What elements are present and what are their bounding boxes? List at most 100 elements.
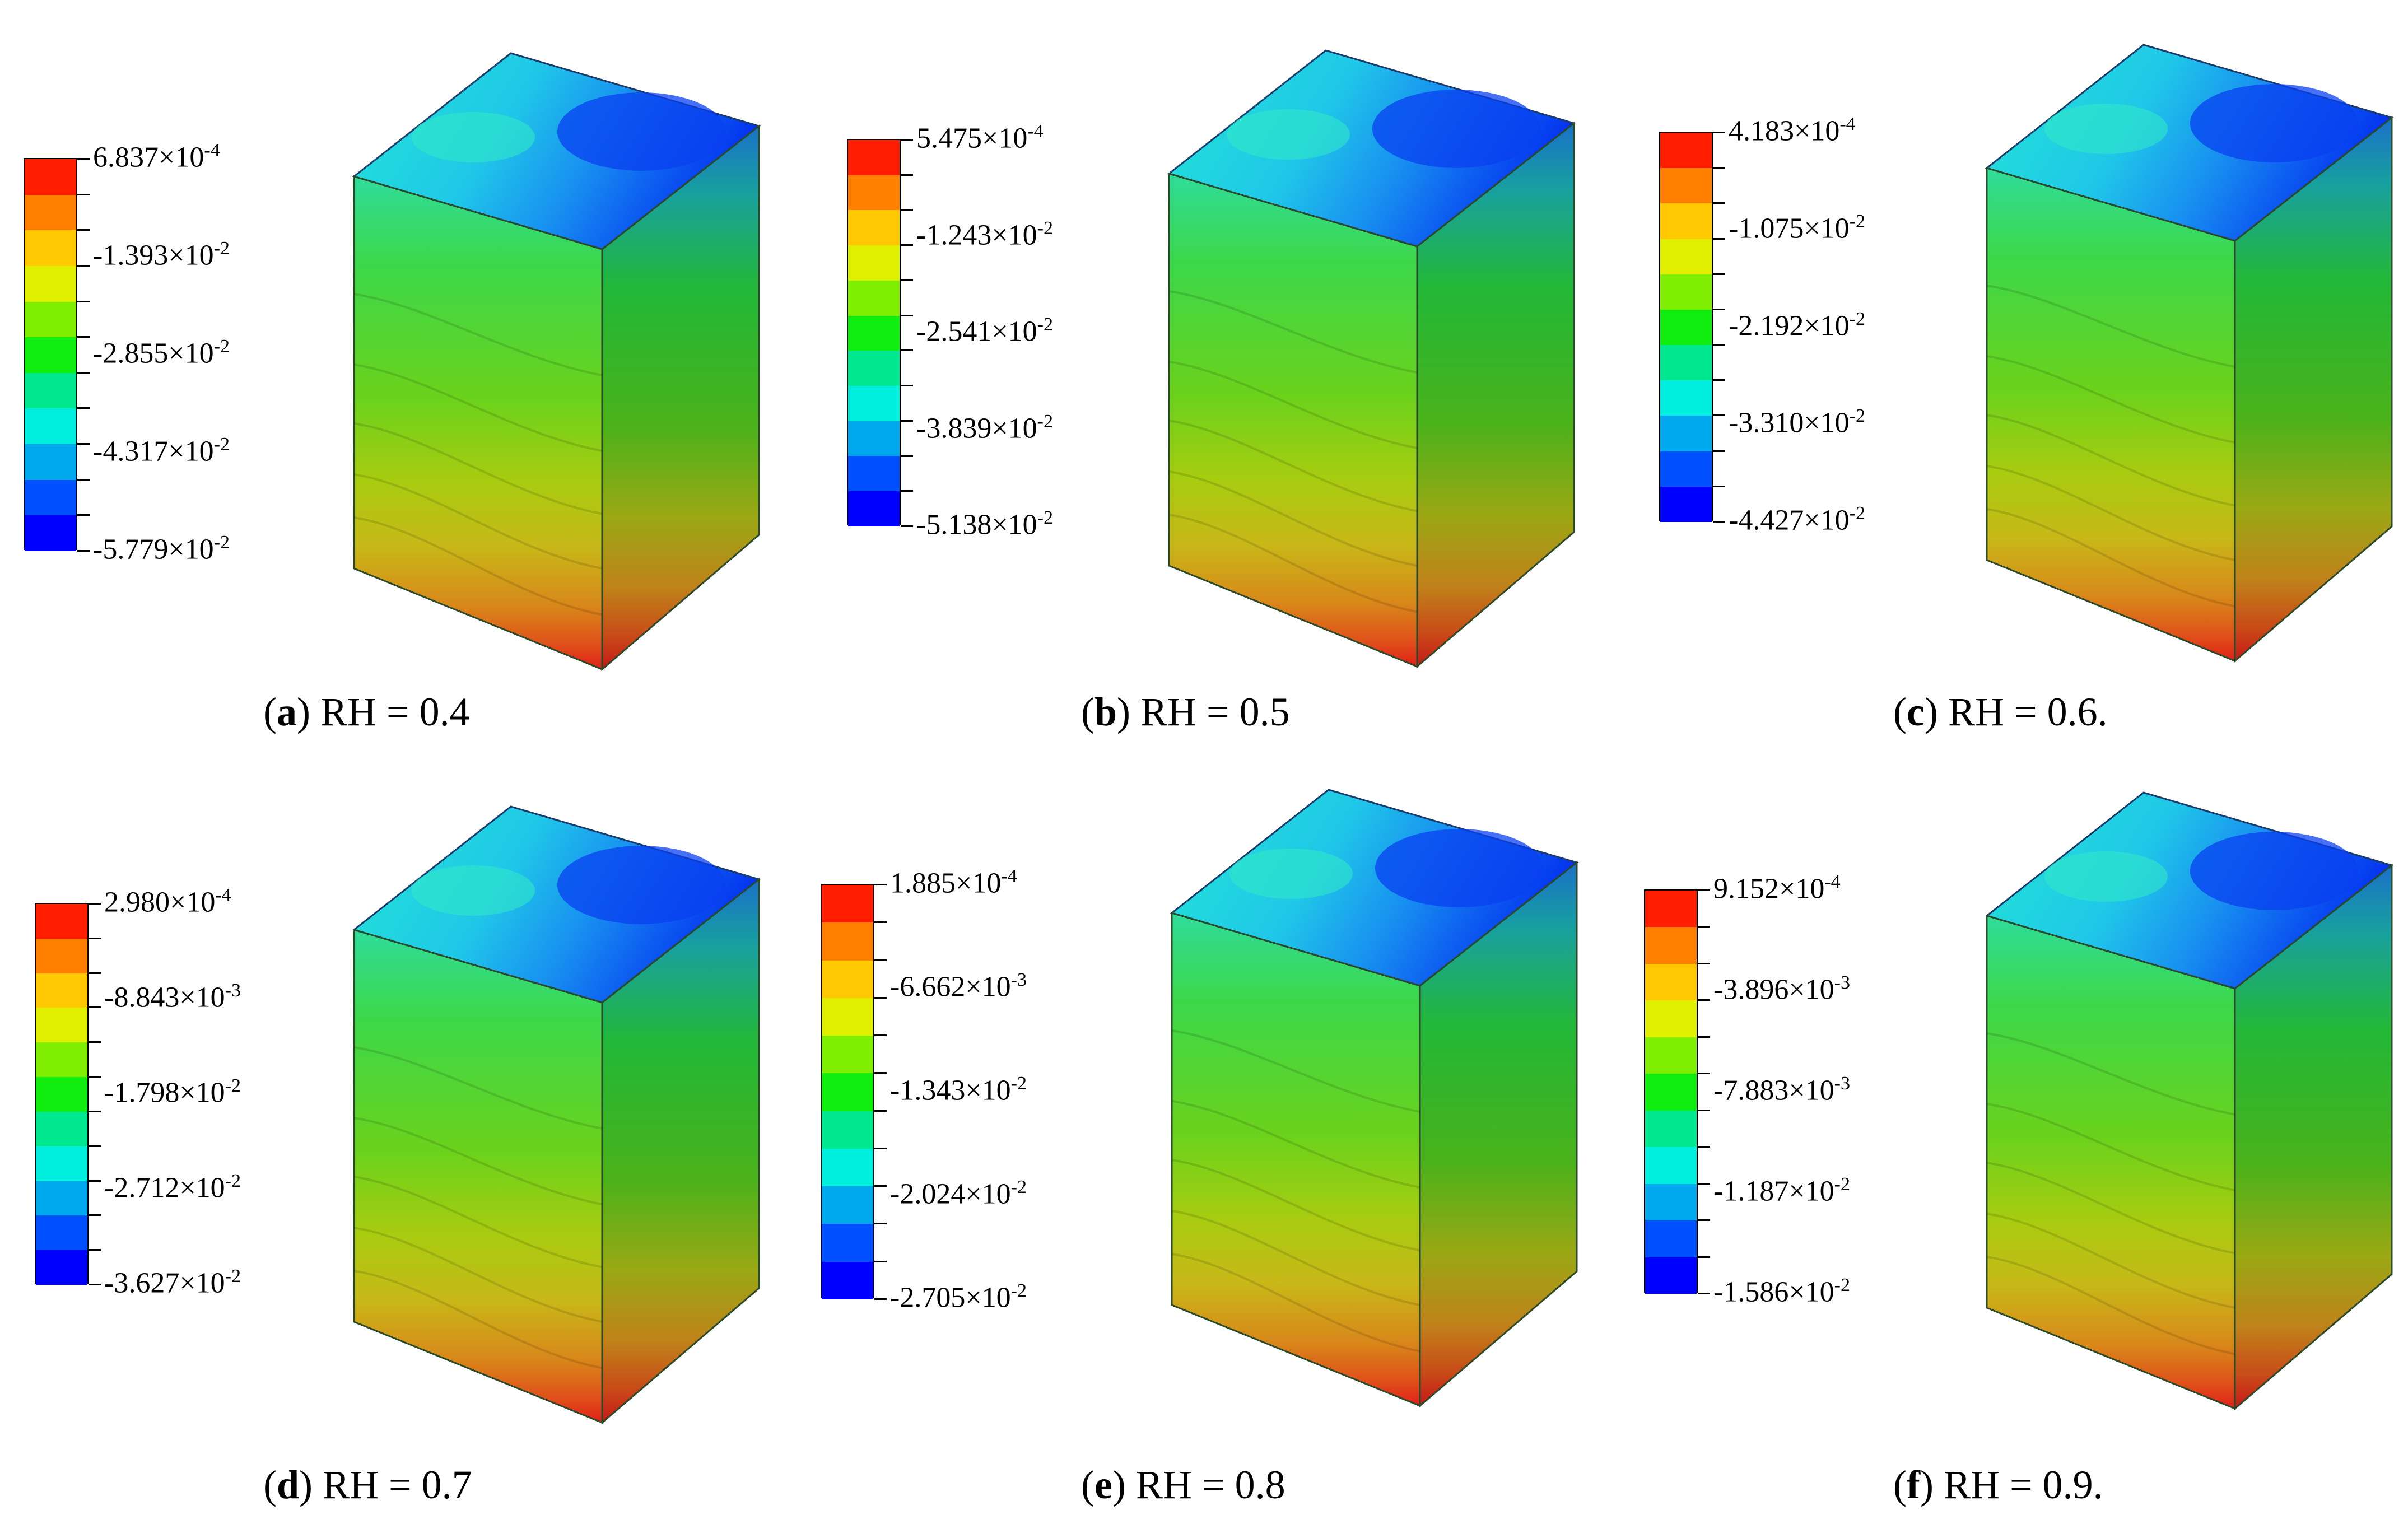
tick-exponent: -4 xyxy=(215,885,231,906)
color-bar xyxy=(821,884,874,1299)
panel-caption: (f) RH = 0.9. xyxy=(1893,1462,2103,1508)
legend-tick-label: -1.187×10-2 xyxy=(1713,1175,1850,1206)
caption-paren: ( xyxy=(1081,1462,1094,1507)
times-ten: ×10 xyxy=(1788,973,1834,1006)
contour-line xyxy=(353,1046,603,1130)
tick-mantissa: -5.779 xyxy=(93,533,169,566)
color-band xyxy=(1645,963,1697,1001)
contour-line xyxy=(1168,290,1418,374)
contour-cube xyxy=(1960,770,2397,1431)
contour-line xyxy=(353,1117,603,1205)
contour-patch xyxy=(2044,851,2168,902)
legend-tick xyxy=(1713,308,1725,310)
tick-exponent: -2 xyxy=(213,238,230,259)
legend-tick xyxy=(1713,202,1725,204)
color-band xyxy=(1660,168,1712,204)
tick-exponent: -4 xyxy=(1839,114,1856,134)
color-band xyxy=(1645,1000,1697,1037)
tick-exponent: -2 xyxy=(1849,211,1865,232)
legend-tick xyxy=(89,1214,101,1217)
cube-front-face xyxy=(1986,914,2236,1410)
times-ten: ×10 xyxy=(1804,309,1850,342)
legend-tick xyxy=(901,525,913,527)
color-band xyxy=(822,1073,873,1111)
color-bar xyxy=(24,158,77,551)
caption-paren: ( xyxy=(1893,689,1907,734)
legend-tick-label: 5.475×10-4 xyxy=(916,122,1044,153)
contour-cube xyxy=(1143,28,1580,689)
color-band xyxy=(822,885,873,923)
cube-front-face xyxy=(1168,172,1418,668)
legend-tick-label: -1.798×10-2 xyxy=(104,1076,241,1107)
tick-mantissa: -2.712 xyxy=(104,1172,180,1204)
legend-tick xyxy=(901,420,913,422)
panel-caption: (a) RH = 0.4 xyxy=(263,689,470,735)
tick-mantissa: -3.839 xyxy=(916,412,992,444)
legend-tick xyxy=(1713,132,1725,133)
contour-line xyxy=(1986,414,2235,507)
color-band xyxy=(25,265,76,302)
cube-side-face xyxy=(601,124,760,672)
color-band xyxy=(1645,891,1697,928)
color-band xyxy=(25,479,76,516)
tick-exponent: -3 xyxy=(1834,972,1850,993)
color-band xyxy=(848,210,900,246)
color-band xyxy=(822,922,873,961)
tick-exponent: -4 xyxy=(204,140,220,161)
legend-tick xyxy=(874,1110,887,1112)
tick-exponent: -2 xyxy=(1037,411,1053,432)
contour-line xyxy=(1171,1210,1420,1306)
legend-tick xyxy=(77,158,90,160)
caption-text: RH = 0.5 xyxy=(1130,689,1290,734)
legend-tick xyxy=(1713,273,1725,275)
color-legend: 2.980×10-4 -8.843×10-3 -1.798×10-2 -2.712×1… xyxy=(35,886,427,1306)
color-legend: 6.837×10-4 -1.393×10-2 -2.855×10-2 -4.317×1… xyxy=(24,141,416,572)
color-band xyxy=(822,1186,873,1224)
color-band xyxy=(1645,1183,1697,1221)
tick-mantissa: -3.310 xyxy=(1729,407,1804,439)
contour-patch xyxy=(2190,84,2358,162)
contour-patch xyxy=(557,92,725,171)
contour-line xyxy=(1986,1103,2235,1191)
color-band xyxy=(25,408,76,444)
contour-cube xyxy=(328,31,765,692)
color-band xyxy=(36,1008,87,1043)
contour-line xyxy=(353,516,603,616)
legend-tick xyxy=(1698,1293,1710,1294)
tick-exponent: -3 xyxy=(1834,1073,1850,1094)
contour-patch xyxy=(2190,832,2358,910)
panel-caption: (c) RH = 0.6. xyxy=(1893,689,2108,735)
color-legend: 1.885×10-4 -6.662×10-3 -1.343×10-2 -2.024×1… xyxy=(821,867,1213,1321)
legend-tick xyxy=(1698,1219,1710,1222)
color-band xyxy=(1660,380,1712,416)
tick-mantissa: -2.705 xyxy=(890,1281,966,1314)
legend-tick xyxy=(874,1147,887,1149)
color-band xyxy=(822,1261,873,1299)
tick-mantissa: -1.586 xyxy=(1713,1276,1789,1308)
legend-tick xyxy=(901,244,913,246)
color-band xyxy=(822,1148,873,1187)
legend-tick-label: -1.075×10-2 xyxy=(1729,212,1865,243)
color-band xyxy=(1660,133,1712,169)
legend-tick-label: -2.541×10-2 xyxy=(916,315,1053,346)
color-band xyxy=(36,1077,87,1112)
times-ten: ×10 xyxy=(168,239,214,272)
tick-exponent: -2 xyxy=(1010,1073,1027,1094)
caption-text: RH = 0.8 xyxy=(1125,1462,1285,1507)
contour-patch xyxy=(1372,90,1540,168)
contour-line xyxy=(1986,1213,2235,1309)
caption-paren: ( xyxy=(1081,689,1094,734)
legend-tick xyxy=(89,1110,101,1112)
color-band xyxy=(822,960,873,998)
color-band xyxy=(36,1181,87,1216)
color-legend: 4.183×10-4 -1.075×10-2 -2.192×10-2 -3.310×1… xyxy=(1659,115,2051,543)
caption-paren: ) xyxy=(1112,1462,1126,1507)
tick-exponent: -2 xyxy=(213,532,230,553)
tick-mantissa: 6.837 xyxy=(93,141,159,174)
contour-line xyxy=(1986,1032,2235,1116)
caption-letter: c xyxy=(1906,689,1925,734)
tick-exponent: -4 xyxy=(1027,121,1044,142)
legend-tick-label: -1.586×10-2 xyxy=(1713,1276,1850,1307)
legend-tick-label: -4.427×10-2 xyxy=(1729,504,1865,535)
color-band xyxy=(36,1146,87,1181)
